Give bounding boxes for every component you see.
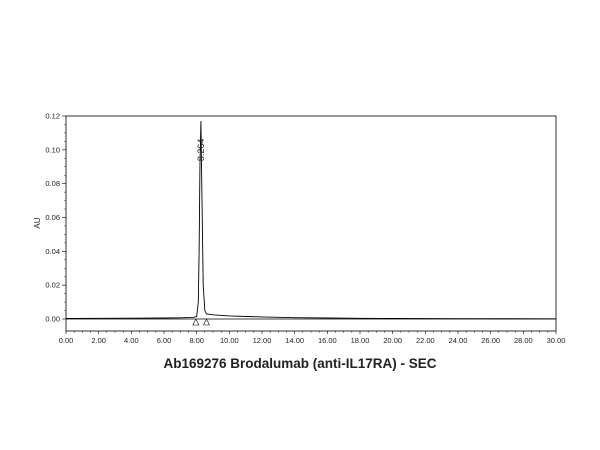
plot-frame [65,115,557,332]
x-tick-label: 0.00 [59,336,74,345]
x-tick-label: 14.00 [285,336,304,345]
y-axis-ticks: 0.00 0.02 0.04 0.06 0.08 0.10 0.12 [45,112,66,324]
y-tick-label: 0.10 [45,145,60,154]
x-tick-label: 28.00 [514,336,533,345]
y-tick-label: 0.00 [45,315,60,324]
x-tick-label: 10.00 [220,336,239,345]
peak-label: 8.264 [196,139,206,162]
y-tick-label: 0.06 [45,213,60,222]
x-tick-label: 18.00 [351,336,370,345]
x-tick-label: 16.00 [318,336,337,345]
x-tick-label: 6.00 [157,336,172,345]
x-tick-label: 24.00 [449,336,468,345]
chart-title: Ab169276 Brodalumab (anti-IL17RA) - SEC [163,356,437,371]
y-tick-label: 0.04 [45,247,60,256]
series-line [65,121,557,320]
integration-marker [202,318,210,326]
y-tick-label: 0.02 [45,281,60,290]
y-tick-label: 0.08 [45,179,60,188]
x-axis-ticks: 0.00 2.00 4.00 6.00 8.00 10.00 12.00 14.00 16.00… [59,331,566,345]
x-tick-label: 26.00 [481,336,500,345]
y-axis-title: AU [33,217,42,228]
x-tick-label: 12.00 [253,336,272,345]
x-tick-label: 30.00 [547,336,566,345]
integration-markers [192,318,210,326]
x-tick-label: 2.00 [91,336,106,345]
x-tick-label: 4.00 [124,336,139,345]
x-tick-label: 20.00 [383,336,402,345]
integration-marker [192,318,200,326]
y-tick-label: 0.12 [45,112,60,121]
x-tick-label: 8.00 [189,336,204,345]
x-tick-label: 22.00 [416,336,435,345]
